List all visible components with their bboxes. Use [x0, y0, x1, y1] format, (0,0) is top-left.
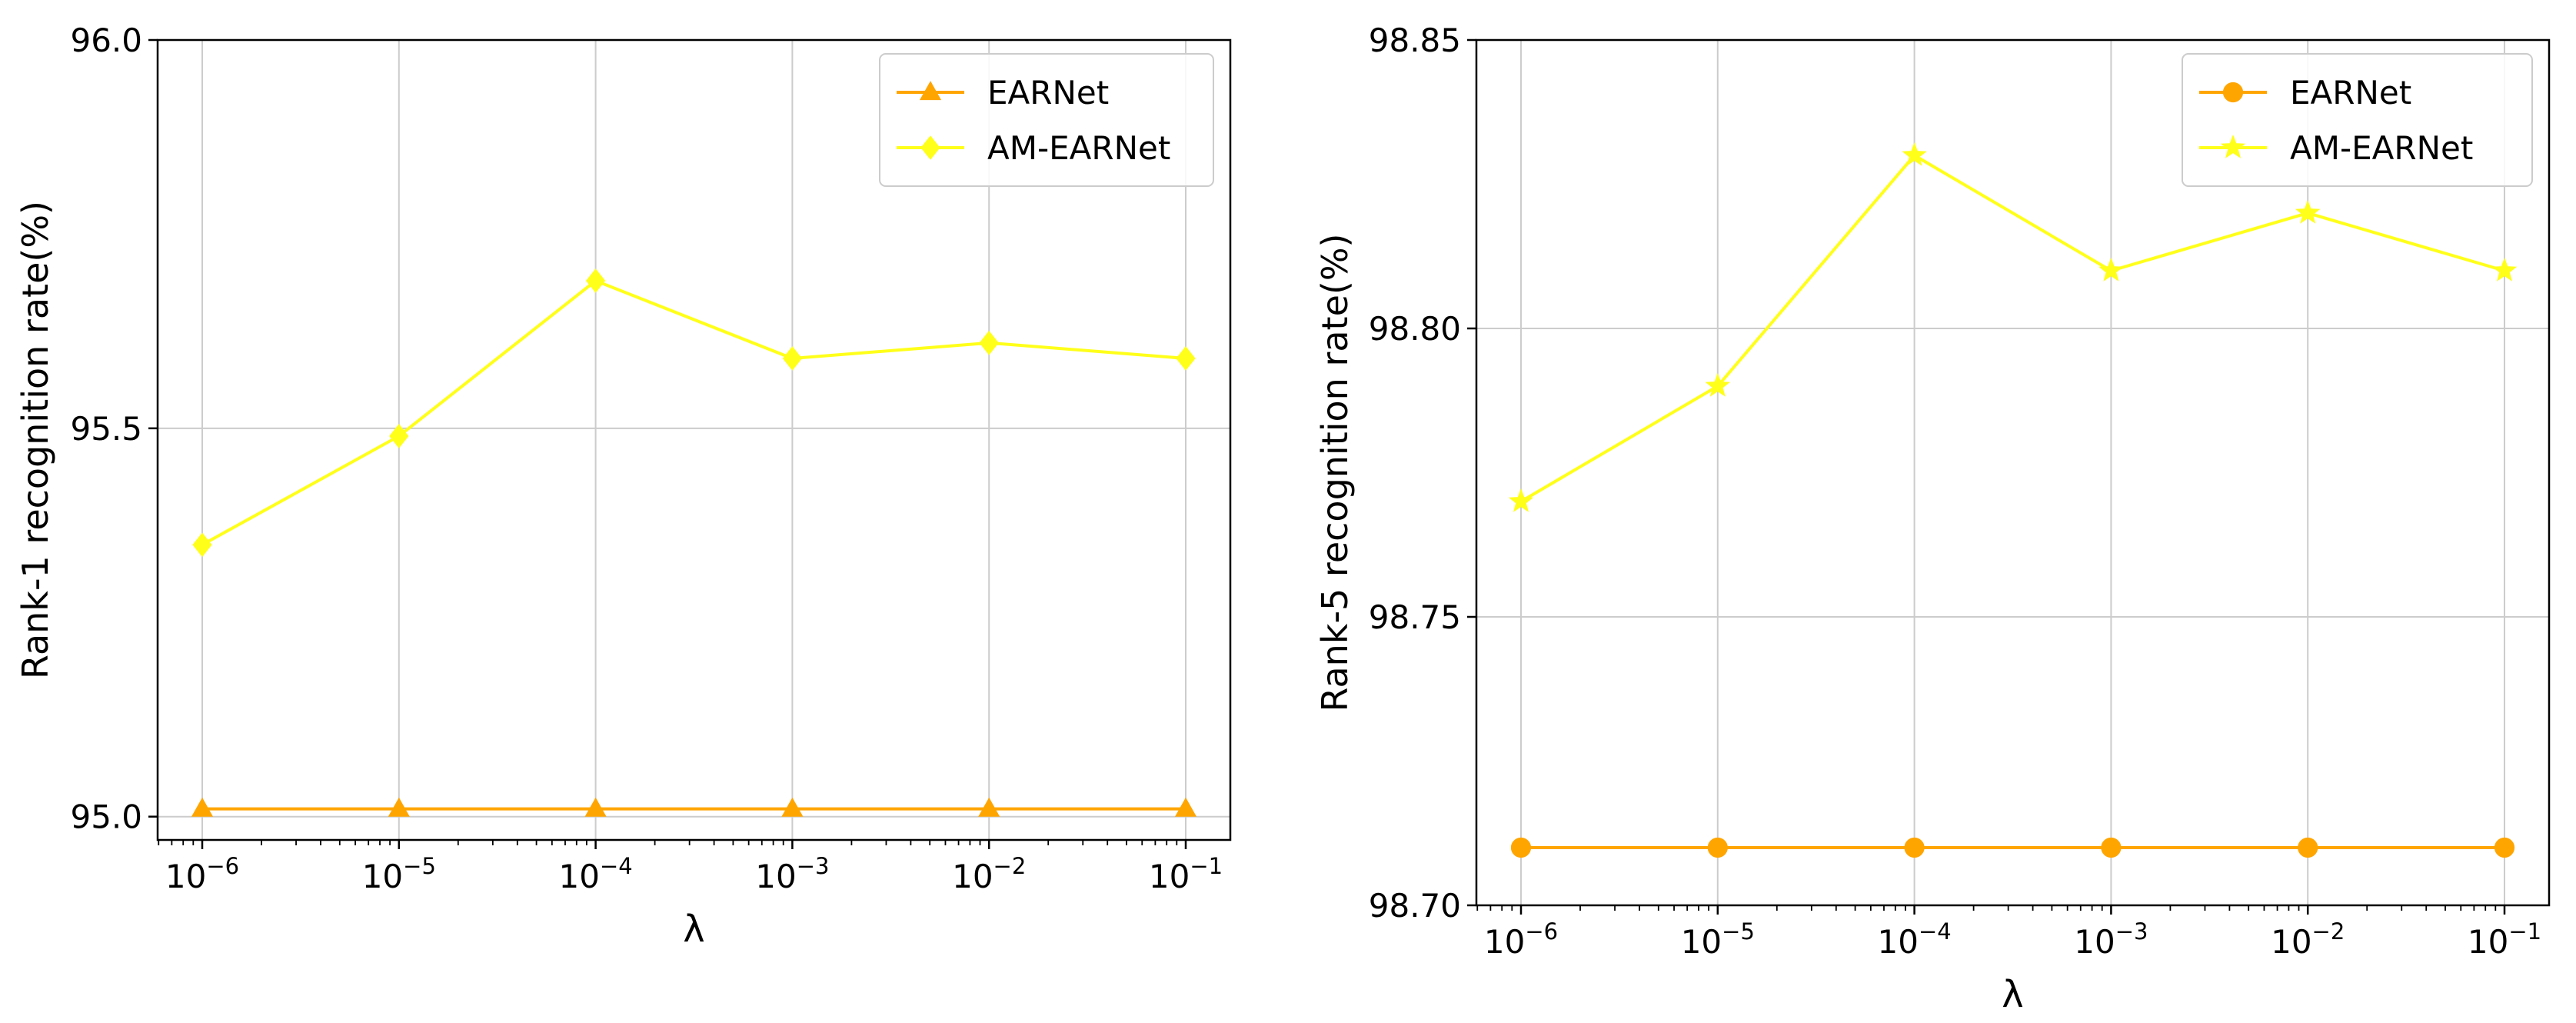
series-line [201, 278, 1186, 547]
x-axis-label: λ [683, 908, 704, 951]
legend-item: EARNet [2199, 74, 2411, 112]
legend-label: EARNet [987, 74, 1109, 112]
data-point [1904, 837, 1925, 858]
data-point [585, 268, 606, 293]
data-point [2295, 199, 2321, 224]
data-point [192, 532, 212, 558]
x-tick-label: 10−3 [755, 853, 829, 895]
x-tick-label: 10−5 [1681, 918, 1755, 961]
data-point [781, 797, 804, 817]
chart-panel-1: 95.0 95.5 96.0 10−6 10−5 10−4 10−3 10−2 10−1 λ Ran… [15, 22, 1232, 951]
x-tick-label: 10−4 [1877, 918, 1951, 961]
data-point [389, 424, 409, 448]
x-tick-label: 10−1 [1149, 853, 1223, 895]
legend-marker [2220, 134, 2246, 158]
data-point [782, 346, 803, 371]
x-axis-label: λ [2002, 973, 2023, 1016]
y-tick-label: 95.5 [70, 410, 142, 448]
data-point [2101, 837, 2122, 858]
x-tick-label: 10−5 [362, 853, 436, 895]
data-point [1174, 797, 1197, 817]
legend: EARNet AM-EARNet [879, 53, 1214, 187]
y-tick-label: 98.70 [1369, 887, 1461, 925]
legend-marker [2222, 82, 2244, 103]
y-axis-label: Rank-1 recognition rate(%) [15, 201, 56, 679]
legend-item: AM-EARNet [2199, 129, 2473, 167]
series-am-earnet [1508, 142, 2518, 512]
series-earnet [191, 797, 1197, 817]
chart-panel-2: 98.70 98.75 98.80 98.85 10−6 10−5 10−4 10−3 10−2… [1314, 22, 2551, 1016]
legend-label: EARNet [2290, 74, 2411, 112]
data-point [584, 797, 607, 817]
x-tick-label: 10−3 [2074, 918, 2148, 961]
data-point [2494, 837, 2515, 858]
y-tick-label: 95.0 [70, 798, 142, 836]
legend-label: AM-EARNet [2290, 129, 2473, 167]
legend-item: EARNet [897, 74, 1109, 112]
data-point [388, 797, 410, 817]
x-tick-label: 10−6 [1484, 918, 1558, 961]
y-axis-label: Rank-5 recognition rate(%) [1314, 234, 1356, 712]
data-point [191, 797, 214, 817]
data-point [2491, 257, 2518, 282]
legend-box [2182, 53, 2533, 187]
data-point [1705, 372, 1730, 397]
data-point [2098, 257, 2124, 282]
series-am-earnet [192, 268, 1196, 558]
legend-marker [920, 135, 940, 160]
legend-box [879, 53, 1214, 187]
legend: EARNet AM-EARNet [2182, 53, 2533, 187]
data-point [1176, 346, 1196, 371]
x-tick-label: 10−1 [2468, 918, 2541, 961]
legend-item: AM-EARNet [897, 129, 1170, 167]
x-tick-label: 10−2 [952, 853, 1026, 895]
y-tick-label: 98.80 [1369, 310, 1461, 348]
y-tick-label: 98.75 [1369, 598, 1461, 636]
data-point [1707, 837, 1728, 858]
y-tick-label: 96.0 [70, 22, 142, 59]
plot-frame [1475, 38, 2551, 907]
y-tick-label: 98.85 [1369, 22, 1461, 59]
data-point [1902, 142, 1927, 166]
x-tick-label: 10−2 [2271, 918, 2345, 961]
x-tick-label: 10−6 [165, 853, 239, 895]
data-point [2298, 837, 2318, 858]
data-point [978, 797, 1000, 817]
series-line [1519, 153, 2505, 503]
data-point [1508, 488, 1534, 512]
data-point [979, 330, 999, 355]
legend-label: AM-EARNet [987, 129, 1170, 167]
plot-frame [156, 38, 1232, 841]
legend-marker [919, 81, 942, 101]
series-earnet [1510, 837, 2515, 858]
data-point [1510, 837, 1532, 858]
x-tick-label: 10−4 [558, 853, 632, 895]
